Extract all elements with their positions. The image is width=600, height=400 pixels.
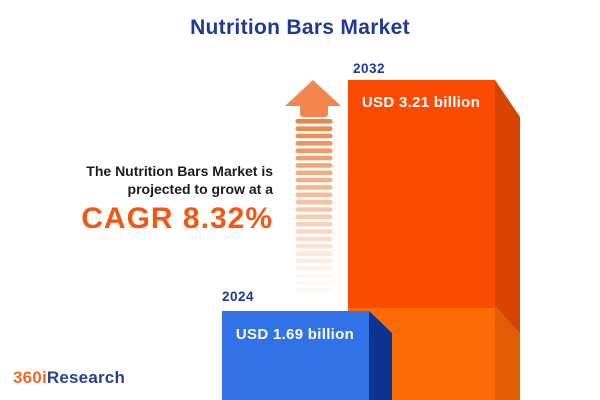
logo-research: Research — [46, 368, 126, 387]
growth-arrow-dash — [295, 163, 333, 168]
growth-arrow-dash — [295, 214, 333, 220]
growth-arrow-dash — [295, 229, 333, 234]
growth-arrow-head — [285, 80, 341, 106]
page-title: Nutrition Bars Market — [190, 16, 410, 39]
brand-logo: 360iResearch — [13, 368, 125, 388]
growth-arrow-dashes — [295, 119, 333, 293]
growth-arrow-dash — [295, 177, 333, 183]
bar-2032-value-label: USD 3.21 billion — [362, 94, 480, 111]
growth-arrow-dash — [295, 199, 333, 205]
bar-2024-value-label: USD 1.69 billion — [236, 326, 354, 343]
bar-2024-front — [222, 311, 369, 400]
growth-arrow-dash — [295, 243, 333, 249]
growth-arrow-dash — [295, 273, 333, 278]
growth-arrow-dash — [295, 266, 333, 271]
growth-arrow-dash — [295, 207, 333, 212]
growth-arrow-dash — [295, 280, 333, 286]
cagr-value: CAGR 8.32% — [81, 202, 273, 235]
growth-arrow-icon — [285, 80, 341, 293]
growth-arrow-dash — [295, 251, 333, 256]
bar-2024-year-label: 2024 — [222, 289, 254, 304]
description-line-2: projected to grow at a — [127, 181, 273, 197]
description-block: The Nutrition Bars Market is projected t… — [81, 162, 273, 236]
growth-arrow-dash — [295, 192, 333, 198]
growth-arrow-dash — [295, 185, 333, 190]
growth-arrow-dash — [295, 126, 333, 131]
bar-2032-year-label: 2032 — [353, 61, 385, 76]
bar-2024: 2024 USD 1.69 billion — [222, 289, 392, 400]
bar-2032-front-upper — [348, 80, 495, 308]
growth-arrow-dash — [295, 221, 333, 227]
bar-2032: 2032 USD 3.21 billion — [348, 61, 520, 400]
growth-arrow-dash — [295, 155, 333, 161]
description-line-1: The Nutrition Bars Market is — [86, 163, 273, 179]
growth-arrow-dash — [295, 170, 333, 176]
growth-arrow-dash — [295, 258, 333, 264]
bar-2032-side-upper — [495, 80, 520, 334]
growth-arrow-dash — [295, 148, 333, 153]
bar-2032-side-lower — [495, 306, 520, 400]
growth-arrow-dash — [295, 236, 333, 242]
growth-arrow-dash — [295, 141, 333, 146]
growth-arrow-dash — [295, 133, 333, 139]
growth-arrow-dash — [295, 288, 333, 293]
growth-arrow-neck — [300, 104, 328, 117]
bar-2024-side — [369, 311, 392, 400]
logo-360i: 360i — [13, 368, 47, 387]
growth-arrow-dash — [295, 119, 333, 124]
